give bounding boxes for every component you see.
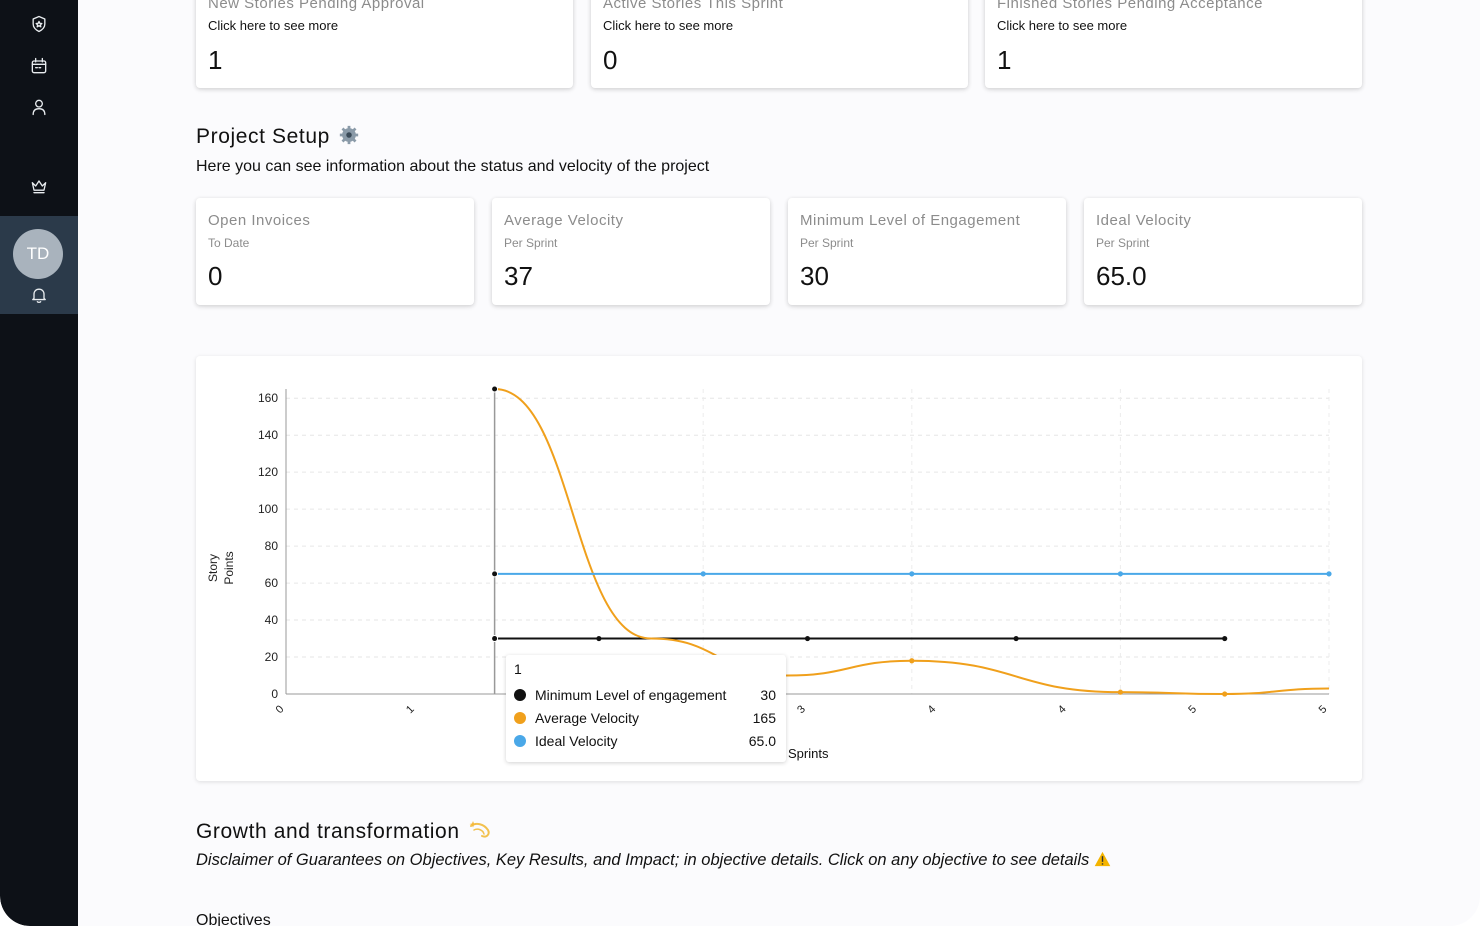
sidebar: TD (0, 0, 78, 926)
stories-card-finished[interactable]: Finished Stories Pending Acceptance Clic… (985, 0, 1362, 88)
x-tick-label: 4 (926, 703, 939, 716)
data-point (804, 635, 811, 642)
tooltip-label: Minimum Level of engagement (535, 687, 727, 703)
velocity-chart[interactable]: 020406080100120140160011334455StoryPoint… (196, 356, 1362, 781)
project-setup-heading: Project Setup (196, 124, 360, 149)
data-point (1117, 689, 1123, 695)
card-link-text[interactable]: Click here to see more (208, 18, 339, 33)
series-line-average-velocity (494, 388, 1330, 696)
legend-dot (514, 735, 526, 747)
project-setup-title: Project Setup (196, 125, 330, 148)
tooltip-label: Average Velocity (535, 710, 640, 726)
tooltip-label: Ideal Velocity (535, 733, 618, 749)
data-point (1326, 571, 1332, 577)
y-tick-label: 20 (265, 650, 279, 664)
card-title: Active Stories This Sprint (603, 0, 784, 12)
metric-subtitle: Per Sprint (504, 236, 558, 250)
growth-disclaimer-line: Disclaimer of Guarantees on Objectives, … (196, 851, 1111, 870)
stories-card-new[interactable]: New Stories Pending Approval Click here … (196, 0, 573, 88)
metric-title: Ideal Velocity (1096, 212, 1192, 229)
card-value: 0 (603, 45, 618, 75)
warning-icon (1094, 851, 1111, 867)
y-tick-label: 140 (258, 428, 278, 442)
user-icon[interactable] (27, 95, 51, 119)
tooltip-header: 1 (514, 661, 522, 677)
y-tick-label: 100 (258, 502, 278, 516)
crown-icon[interactable] (27, 174, 51, 198)
avatar[interactable]: TD (13, 229, 63, 279)
card-title: Finished Stories Pending Acceptance (997, 0, 1263, 12)
metric-subtitle: To Date (208, 236, 250, 250)
legend-dot (514, 712, 526, 724)
data-point (1117, 571, 1123, 577)
stories-card-active[interactable]: Active Stories This Sprint Click here to… (591, 0, 968, 88)
y-tick-label: 60 (265, 576, 279, 590)
metric-subtitle: Per Sprint (800, 236, 854, 250)
tooltip-value: 65.0 (748, 733, 776, 749)
metric-card-average-velocity: Average Velocity Per Sprint 37 (492, 198, 770, 305)
y-tick-label: 40 (265, 613, 279, 627)
data-point (596, 635, 602, 642)
metric-title: Average Velocity (504, 212, 624, 229)
data-point (491, 570, 499, 578)
dizzy-star-icon (469, 821, 490, 838)
badge-star-icon[interactable] (27, 12, 51, 36)
tooltip-row: Minimum Level of engagement 30 (514, 685, 776, 705)
x-tick-label: 5 (1186, 703, 1199, 716)
y-axis-label: Points (222, 551, 236, 584)
y-tick-label: 80 (265, 539, 279, 553)
data-point (1013, 635, 1019, 642)
metric-value: 65.0 (1096, 261, 1147, 291)
calendar-icon[interactable] (27, 54, 51, 78)
metric-card-min-engagement: Minimum Level of Engagement Per Sprint 3… (788, 198, 1066, 305)
metric-value: 37 (504, 261, 533, 291)
x-axis-label: Sprints (788, 746, 829, 761)
y-tick-label: 160 (258, 391, 278, 405)
y-tick-label: 0 (271, 687, 278, 701)
legend-dot (514, 689, 526, 701)
main-content: New Stories Pending Approval Click here … (78, 0, 1480, 926)
data-point (700, 571, 706, 577)
tooltip-row: Average Velocity 165 (514, 708, 776, 728)
data-point (909, 571, 915, 577)
card-link-text[interactable]: Click here to see more (997, 18, 1128, 33)
objectives-heading: Objectives (196, 912, 271, 926)
metric-value: 0 (208, 261, 223, 291)
data-point (491, 635, 499, 643)
card-value: 1 (208, 45, 223, 75)
data-point (491, 385, 499, 393)
metric-value: 30 (800, 261, 829, 291)
chart-tooltip: 1 Minimum Level of engagement 30 Average… (506, 655, 786, 762)
tooltip-value: 165 (752, 710, 776, 726)
data-point (1222, 691, 1228, 697)
project-setup-description: Here you can see information about the s… (196, 158, 710, 175)
data-point (1222, 635, 1228, 642)
x-tick-label: 3 (795, 703, 808, 716)
gear-icon (340, 125, 359, 145)
growth-heading: Growth and transformation (196, 818, 492, 844)
bell-icon[interactable] (27, 283, 51, 307)
x-tick-label: 4 (1056, 703, 1069, 716)
metric-card-open-invoices: Open Invoices To Date 0 (196, 198, 474, 305)
x-tick-label: 5 (1317, 703, 1330, 716)
growth-disclaimer: Disclaimer of Guarantees on Objectives, … (196, 851, 1090, 869)
tooltip-row: Ideal Velocity 65.0 (514, 731, 776, 751)
card-link-text[interactable]: Click here to see more (603, 18, 734, 33)
x-tick-label: 1 (404, 703, 417, 716)
growth-title: Growth and transformation (196, 820, 460, 843)
tooltip-value: 30 (760, 687, 776, 703)
metric-card-ideal-velocity: Ideal Velocity Per Sprint 65.0 (1084, 198, 1362, 305)
metric-title: Open Invoices (208, 212, 311, 229)
x-tick-label: 0 (274, 703, 287, 716)
metric-title: Minimum Level of Engagement (800, 212, 1021, 229)
metric-subtitle: Per Sprint (1096, 236, 1150, 250)
y-tick-label: 120 (258, 465, 278, 479)
card-title: New Stories Pending Approval (208, 0, 425, 12)
y-axis-label: Story (206, 554, 220, 582)
card-value: 1 (997, 45, 1012, 75)
data-point (909, 658, 915, 664)
